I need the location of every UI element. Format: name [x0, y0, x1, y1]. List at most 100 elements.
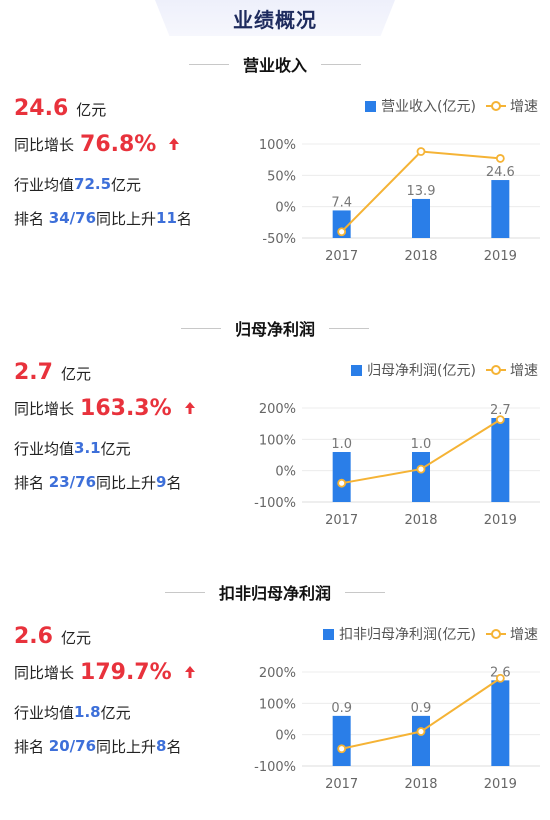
arrow-up-icon [184, 402, 195, 414]
divider-right [345, 591, 385, 593]
y-tick-label: 100% [259, 138, 296, 153]
rank-prefix: 排名 [14, 737, 49, 756]
x-tick-label: 2019 [484, 777, 517, 792]
legend-bar: 营业收入(亿元) [365, 96, 476, 116]
metrics-panel: 2.7 亿元 同比增长 163.3% 行业均值 3.1 亿元 排名 23/76 同比上… [14, 360, 244, 494]
section-net-profit: 归母净利润 2.7 亿元 同比增长 163.3% 行业均值 3.1 亿元 排名 23… [0, 316, 550, 566]
y-tick-label: 200% [259, 666, 296, 681]
value-row: 2.6 亿元 [14, 624, 244, 654]
y-tick-label: 0% [275, 201, 296, 216]
x-tick-label: 2017 [325, 777, 358, 792]
growth-point [337, 478, 347, 488]
y-tick-label: -50% [262, 232, 296, 247]
arrow-up-icon [184, 666, 195, 678]
divider-right [329, 327, 369, 329]
rank-suffix: 名 [176, 209, 192, 228]
divider-left [188, 63, 229, 65]
page-title: 业绩概况 [233, 7, 317, 32]
avg-value: 1.8 [74, 703, 101, 721]
avg-prefix: 行业均值 [14, 175, 75, 194]
x-tick-label: 2019 [484, 513, 517, 528]
metrics-panel: 24.6 亿元 同比增长 76.8% 行业均值 72.5 亿元 排名 34/76 同比… [14, 96, 244, 230]
ranking: 排名 20/76 同比上升 8 名 [14, 734, 244, 758]
avg-unit: 亿元 [100, 439, 131, 458]
chart-legend: 扣非归母净利润(亿元) 增速 [323, 624, 538, 644]
y-tick-label: 100% [259, 433, 296, 448]
line-swatch-icon [486, 101, 506, 111]
y-tick-label: 0% [275, 729, 296, 744]
value-row: 2.7 亿元 [14, 360, 244, 390]
bar [412, 715, 430, 766]
metric-value: 24.6 [14, 96, 69, 121]
bar-data-label: 2.6 [490, 665, 511, 680]
y-tick-label: 200% [259, 402, 296, 417]
growth-point [416, 464, 426, 474]
bar [491, 180, 510, 238]
bar-swatch [323, 628, 335, 640]
growth-point [337, 744, 347, 754]
avg-prefix: 行业均值 [14, 439, 75, 458]
legend-bar: 扣非归母净利润(亿元) [323, 624, 476, 644]
bar [412, 452, 430, 502]
rank-mid: 同比上升 [96, 209, 157, 228]
page-title-tab: 业绩概况 [155, 0, 395, 36]
section-revenue: 营业收入 24.6 亿元 同比增长 76.8% 行业均值 72.5 亿元 排名 34… [0, 52, 550, 302]
rank-value: 34/76 [48, 209, 97, 227]
divider-right [321, 63, 361, 65]
section-header: 归母净利润 [0, 316, 550, 340]
x-tick-label: 2018 [404, 249, 437, 264]
growth-point [416, 727, 426, 736]
metrics-panel: 2.6 亿元 同比增长 179.7% 行业均值 1.8 亿元 排名 20/76 同比上… [14, 624, 244, 758]
legend-line-label: 增速 [510, 99, 538, 115]
growth-row: 同比增长 76.8% [14, 128, 244, 160]
bar-data-label: 24.6 [486, 165, 515, 180]
legend-bar-label: 营业收入(亿元) [381, 99, 476, 115]
industry-average: 行业均值 72.5 亿元 [14, 172, 244, 196]
bar-data-label: 7.4 [331, 195, 352, 210]
rank-change: 8 [156, 737, 167, 755]
x-tick-label: 2017 [325, 513, 358, 528]
y-tick-label: 0% [275, 465, 296, 480]
growth-point [495, 415, 505, 424]
avg-unit: 亿元 [111, 175, 142, 194]
bar [491, 418, 510, 502]
value-row: 24.6 亿元 [14, 96, 244, 126]
growth-row: 同比增长 179.7% [14, 656, 244, 688]
combo-chart: 200% 100% 0% -100% 0.9 0.9 2.6 2017 2018 2019 [254, 665, 540, 792]
growth-point [495, 673, 505, 683]
arrow-up-icon [169, 138, 180, 150]
rank-mid: 同比上升 [96, 473, 157, 492]
section-header: 营业收入 [0, 52, 550, 76]
legend-line: 增速 [486, 96, 538, 116]
bar [412, 198, 430, 238]
rank-prefix: 排名 [14, 473, 49, 492]
section-deducted-net-profit: 扣非归母净利润 2.6 亿元 同比增长 179.7% 行业均值 1.8 亿元 排名 … [0, 580, 550, 820]
bar-data-label: 1.0 [411, 437, 432, 452]
rank-mid: 同比上升 [96, 737, 157, 756]
legend-line: 增速 [486, 360, 538, 380]
bar-data-label: 0.9 [331, 701, 352, 716]
growth-value: 179.7% [80, 659, 172, 685]
metric-unit: 亿元 [60, 629, 91, 647]
ranking: 排名 23/76 同比上升 9 名 [14, 470, 244, 494]
metric-unit: 亿元 [76, 101, 107, 119]
rank-suffix: 名 [166, 737, 182, 756]
avg-prefix: 行业均值 [14, 703, 75, 722]
growth-point [495, 154, 505, 163]
x-tick-label: 2018 [404, 513, 437, 528]
growth-value: 163.3% [80, 395, 172, 421]
legend-bar-label: 归母净利润(亿元) [367, 363, 476, 379]
rank-change: 11 [156, 209, 177, 227]
ranking: 排名 34/76 同比上升 11 名 [14, 206, 244, 230]
legend-bar: 归母净利润(亿元) [351, 360, 476, 380]
rank-prefix: 排名 [14, 209, 49, 228]
avg-value: 72.5 [74, 175, 112, 193]
growth-point [337, 227, 347, 237]
divider-left [164, 591, 205, 593]
industry-average: 行业均值 3.1 亿元 [14, 436, 244, 460]
growth-label: 同比增长 [14, 399, 75, 418]
y-tick-label: 50% [267, 169, 296, 184]
bar-swatch [351, 364, 363, 376]
x-tick-label: 2019 [484, 249, 517, 264]
metric-value: 2.6 [14, 624, 53, 649]
